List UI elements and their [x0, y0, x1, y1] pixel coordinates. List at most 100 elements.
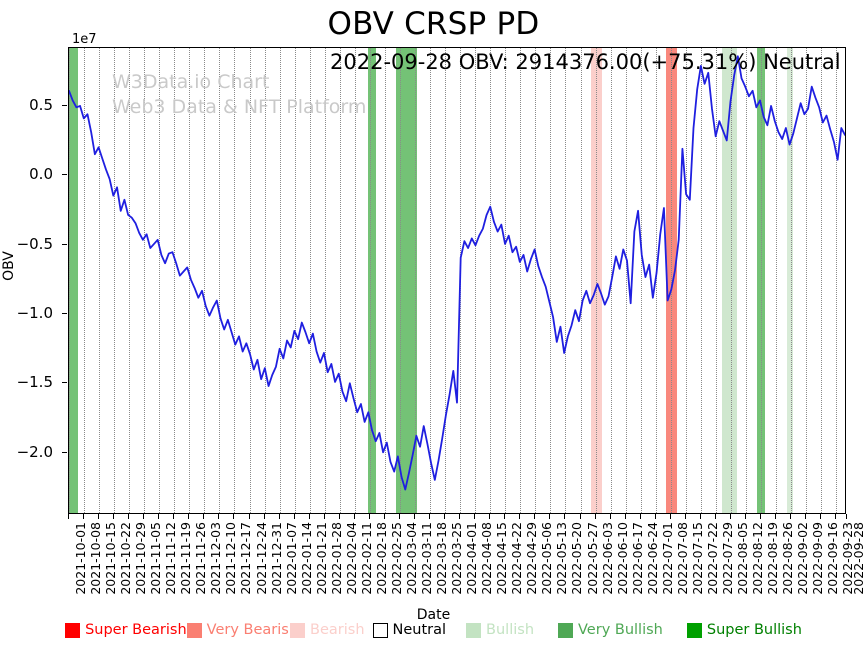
gridline: [84, 48, 86, 513]
legend-swatch-icon: [372, 622, 388, 638]
x-axis-tick-mark: [669, 514, 671, 519]
x-axis-tick-label: 2021-12-31: [268, 522, 284, 595]
y-axis-tick-label: −1.0: [16, 304, 53, 323]
x-axis-tick-mark: [173, 514, 175, 519]
gridline: [384, 48, 386, 513]
x-axis-tick-mark: [68, 514, 69, 519]
gridline: [625, 48, 627, 513]
y-axis-tick-mark: [62, 382, 67, 384]
x-axis-tick-mark: [293, 514, 295, 519]
gridline: [339, 48, 341, 513]
gridline: [264, 48, 266, 513]
x-axis-tick-label: 2022-06-17: [629, 522, 645, 595]
x-axis-tick-label: 2022-09-28: [851, 522, 866, 595]
gridline: [550, 48, 552, 513]
x-axis-tick-label: 2022-03-25: [449, 522, 465, 595]
legend-item-very-bearish[interactable]: Very Bearish: [186, 622, 299, 638]
x-axis-tick-mark: [383, 514, 385, 519]
y-axis-tick-mark: [62, 451, 67, 453]
x-axis-tick-mark: [775, 514, 777, 519]
legend-swatch-icon: [558, 622, 574, 638]
legend-item-label: Super Bearish: [85, 622, 187, 638]
x-axis-tick-label: 2021-11-26: [193, 522, 209, 595]
x-axis-tick-label: 2022-01-28: [328, 522, 344, 595]
y-axis-tick-mark: [62, 313, 67, 315]
gridline: [761, 48, 763, 513]
x-axis-tick-label: 2022-04-01: [464, 522, 480, 595]
x-axis-tick-mark: [579, 514, 581, 519]
x-axis-tick-mark: [519, 514, 521, 519]
x-axis-tick-mark: [98, 514, 100, 519]
legend-item-bullish[interactable]: Bullish: [466, 622, 534, 638]
legend-item-label: Super Bullish: [706, 622, 802, 638]
x-axis-tick-label: 2022-02-11: [358, 522, 374, 595]
gridline: [490, 48, 492, 513]
x-axis-tick-mark: [549, 514, 551, 519]
x-axis-tick-mark: [609, 514, 611, 519]
legend-item-bearish[interactable]: Bearish: [290, 622, 365, 638]
gridline: [806, 48, 808, 513]
x-axis-tick-label: 2022-04-08: [479, 522, 495, 595]
y-axis-tick-label: −1.5: [16, 373, 53, 392]
x-axis-tick-mark: [398, 514, 400, 519]
legend-item-super-bearish[interactable]: Super Bearish: [65, 622, 187, 638]
obv-series-polyline: [69, 55, 845, 491]
x-axis-tick-mark: [414, 514, 416, 519]
x-axis-tick-mark: [564, 514, 566, 519]
x-axis-tick-mark: [158, 514, 160, 519]
gridline: [565, 48, 567, 513]
legend-item-very-bullish[interactable]: Very Bullish: [558, 622, 663, 638]
x-axis-tick-mark: [83, 514, 85, 519]
x-axis-tick-label: 2022-07-01: [659, 522, 675, 595]
x-axis-tick-label: 2022-02-04: [343, 522, 359, 595]
legend-item-label: Neutral: [392, 622, 447, 638]
x-axis-tick-mark: [699, 514, 701, 519]
x-axis-tick-label: 2022-04-15: [494, 522, 510, 595]
y-axis-tick-label: 0.0: [29, 165, 53, 184]
signal-band-very-bearish: [666, 48, 678, 513]
gridline: [324, 48, 326, 513]
x-axis-tick-label: 2022-06-03: [599, 522, 615, 595]
y-axis-title: OBV: [1, 251, 17, 281]
x-axis-tick-mark: [248, 514, 250, 519]
x-axis-tick-label: 2022-03-18: [434, 522, 450, 595]
x-axis-tick-mark: [760, 514, 762, 519]
x-axis-tick-label: 2022-04-29: [524, 522, 540, 595]
legend-item-super-bullish[interactable]: Super Bullish: [686, 622, 802, 638]
gridline: [279, 48, 281, 513]
gridline: [399, 48, 401, 513]
x-axis-tick-mark: [654, 514, 656, 519]
x-axis-tick-label: 2022-01-07: [283, 522, 299, 595]
x-axis-tick-mark: [113, 514, 115, 519]
x-axis-tick-mark: [714, 514, 716, 519]
x-axis: 2021-10-01 2021-10-08 2021-10-15 2021-10-22…: [68, 514, 866, 609]
x-axis-tick-label: 2022-09-16: [825, 522, 841, 595]
x-axis-tick-mark: [790, 514, 792, 519]
legend-item-neutral[interactable]: Neutral: [372, 622, 447, 638]
signal-band-bearish: [591, 48, 602, 513]
x-axis-tick-label: 2022-08-26: [780, 522, 796, 595]
x-axis-tick-label: 2022-01-21: [313, 522, 329, 595]
x-axis-tick-mark: [308, 514, 310, 519]
x-axis-tick-mark: [504, 514, 506, 519]
x-axis-tick-mark: [744, 514, 746, 519]
x-axis-tick-label: 2022-02-18: [373, 522, 389, 595]
x-axis-tick-label: 2021-12-10: [223, 522, 239, 595]
gridline: [580, 48, 582, 513]
gridline: [69, 48, 70, 513]
obv-line-svg: [69, 55, 845, 491]
gridline: [174, 48, 176, 513]
x-axis-tick-label: 2022-05-27: [584, 522, 600, 595]
gridline: [445, 48, 447, 513]
x-axis-tick-label: 2022-09-09: [810, 522, 826, 595]
legend-item-label: Very Bearish: [206, 622, 299, 638]
gridline: [836, 48, 838, 513]
obv-line-layer: [69, 48, 845, 513]
gridline: [159, 48, 161, 513]
legend-swatch-icon: [466, 622, 482, 638]
chart-subtitle-readout: 2022-09-28 OBV: 2914376.00(+75.31%) Neut…: [330, 50, 841, 74]
gridline: [520, 48, 522, 513]
gridline: [535, 48, 537, 513]
x-axis-tick-mark: [338, 514, 340, 519]
